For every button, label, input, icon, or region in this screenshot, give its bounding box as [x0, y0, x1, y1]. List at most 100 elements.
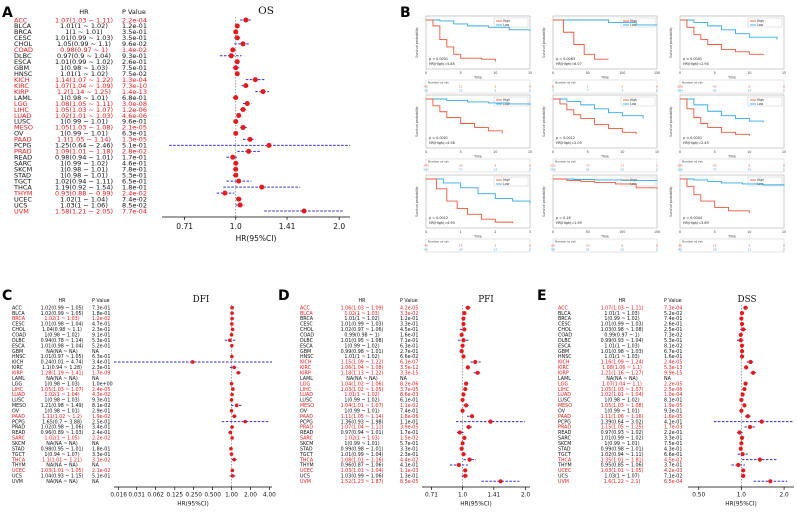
- km-risk-low: 95: [713, 89, 717, 93]
- cancer-label: UVM: [12, 479, 23, 485]
- hr-point: [739, 408, 744, 413]
- hr-point: [741, 468, 746, 473]
- hr-point: [243, 83, 249, 89]
- p-value: 3.3e-01: [400, 446, 418, 452]
- p-value: 1.6e-01: [664, 354, 682, 360]
- cancer-label: STAD: [12, 446, 25, 452]
- hr-value: 1.19(0.92 ~ 1.54): [55, 183, 113, 191]
- km-risk-low: 3: [621, 89, 623, 93]
- x-tick-label: 1.0: [230, 222, 242, 231]
- km-risk-low: 70: [713, 168, 717, 172]
- cancer-label: CESC: [300, 322, 313, 328]
- p-value: 7.3e-04: [664, 305, 682, 311]
- km-curve-low: [680, 19, 778, 40]
- p-value: 2.3e-01: [400, 452, 418, 458]
- hr-value: 1.01(1 ~ 1.02): [344, 354, 379, 360]
- km-risk-low: 7: [552, 89, 554, 93]
- km-legend-box: [493, 17, 529, 28]
- km-pvalue: p = 0.16: [556, 216, 571, 220]
- cancer-label: LUAD: [558, 392, 571, 398]
- cancer-label: TGCT: [13, 177, 32, 185]
- hr-value: 1.01(1 ~ 1.02): [344, 316, 379, 322]
- cancer-label: PAAD: [300, 414, 313, 420]
- p-value: 6.3e-01: [400, 343, 418, 349]
- p-value: 1.1e-02: [400, 403, 418, 409]
- hr-point: [240, 41, 246, 47]
- cancer-label: KICH: [12, 360, 24, 366]
- km-legend-low-label: Low: [503, 102, 510, 106]
- hr-point: [228, 430, 233, 435]
- cancer-label: ESCA: [14, 58, 32, 66]
- hr-value: 1(0.99 ~ 1.01): [344, 441, 379, 447]
- cancer-label: STAD: [14, 171, 31, 179]
- km-risk-low: 1: [529, 89, 531, 93]
- p-value: 3.7e-01: [664, 463, 682, 469]
- p-value: 1.7e-01: [400, 430, 418, 436]
- cancer-label: LAML: [300, 376, 313, 382]
- hr-point: [751, 370, 756, 375]
- p-value: 2.2e-04: [122, 16, 147, 24]
- km-legend-high-label: High: [630, 19, 637, 23]
- cancer-label: LAML: [12, 376, 25, 382]
- p-value: 4.1e-01: [664, 419, 682, 425]
- km-risk-title: Number at risk: [428, 240, 449, 244]
- hr-point: [229, 452, 234, 456]
- hr-value: 1.04(1.01 ~ 1.07): [341, 403, 384, 409]
- hr-value: 0.96(0.87 ~ 1.06): [341, 463, 384, 469]
- km-risk-title: Number at risk: [682, 240, 703, 244]
- p-value: 3.1e-02: [92, 457, 110, 463]
- cancer-label: HNSC: [12, 354, 26, 360]
- km-legend-box: [747, 17, 783, 28]
- cancer-label: THCA: [11, 457, 26, 463]
- cancer-label: READ: [300, 430, 314, 436]
- km-y-label: Survival probability: [542, 106, 546, 137]
- x-tick-label: 0.062: [147, 493, 164, 499]
- km-risk-table: [552, 238, 658, 253]
- forest-plot-dfi: HR P Value DFI ACC 1.02(0.99 ~ 1.05) 7.3e-01 B…: [11, 295, 276, 507]
- cancer-label: COAD: [558, 333, 572, 339]
- cancer-label: CESC: [12, 322, 25, 328]
- p-value: 2.4e-02: [122, 189, 147, 197]
- km-y-label: Survival probability: [669, 186, 673, 217]
- cancer-label: DLBC: [14, 52, 32, 60]
- km-hazard-ratio: HR(High)=5.85: [429, 62, 455, 66]
- hr-value: 1(0.99 ~ 1.01): [344, 408, 379, 414]
- hr-point: [459, 349, 464, 354]
- x-tick-label: 1.0: [737, 493, 747, 499]
- cancer-label: READ: [14, 154, 32, 162]
- p-value: 2.2e-05: [664, 381, 682, 387]
- hr-value: 0.98(0.97 ~ 1): [60, 46, 108, 54]
- km-x-label: Time: [600, 235, 609, 239]
- km-x-label: Time: [473, 235, 482, 239]
- km-pvalue: p = 0.0044: [683, 216, 702, 220]
- hr-value: 1.02(1 ~ 1.03): [344, 311, 379, 317]
- km-x-tick-label: 100: [619, 230, 625, 234]
- hr-point: [739, 441, 744, 446]
- p-value: 2.2e-02: [92, 436, 110, 442]
- cancer-label: READ: [558, 430, 572, 436]
- km-risk-low: 12: [747, 248, 751, 252]
- hr-point: [233, 166, 239, 172]
- p-value: 6.5e-04: [664, 479, 682, 485]
- hr-value: 1(0.99 ~ 1.01): [60, 118, 108, 126]
- hr-value: 1.02(1 ~ 1.04): [60, 195, 108, 203]
- p-value: 2.4e-05: [92, 387, 110, 393]
- km-risk-low: 2: [656, 168, 658, 172]
- km-legend-box: [620, 176, 656, 187]
- p-value: 3.3e-01: [664, 436, 682, 442]
- hr-value: 1.03(1 ~ 1.07): [604, 474, 639, 480]
- km-x-label: Time: [727, 235, 736, 239]
- hr-point: [741, 473, 746, 478]
- hr-point: [233, 130, 239, 136]
- hr-value: 1(0.99 ~ 1.02): [60, 160, 108, 168]
- x-tick-label: 2.0: [333, 222, 345, 231]
- hr-point: [230, 305, 234, 310]
- hr-point: [463, 473, 468, 478]
- cancer-label: ACC: [14, 16, 28, 24]
- km-curve-high: [426, 98, 503, 134]
- hr-value: 1.01(0.99 ~ 1.03): [601, 322, 644, 328]
- p-value: 1.8e-01: [92, 446, 110, 452]
- p-value: 3.3e-01: [92, 452, 110, 458]
- p-value: NA: [92, 463, 100, 469]
